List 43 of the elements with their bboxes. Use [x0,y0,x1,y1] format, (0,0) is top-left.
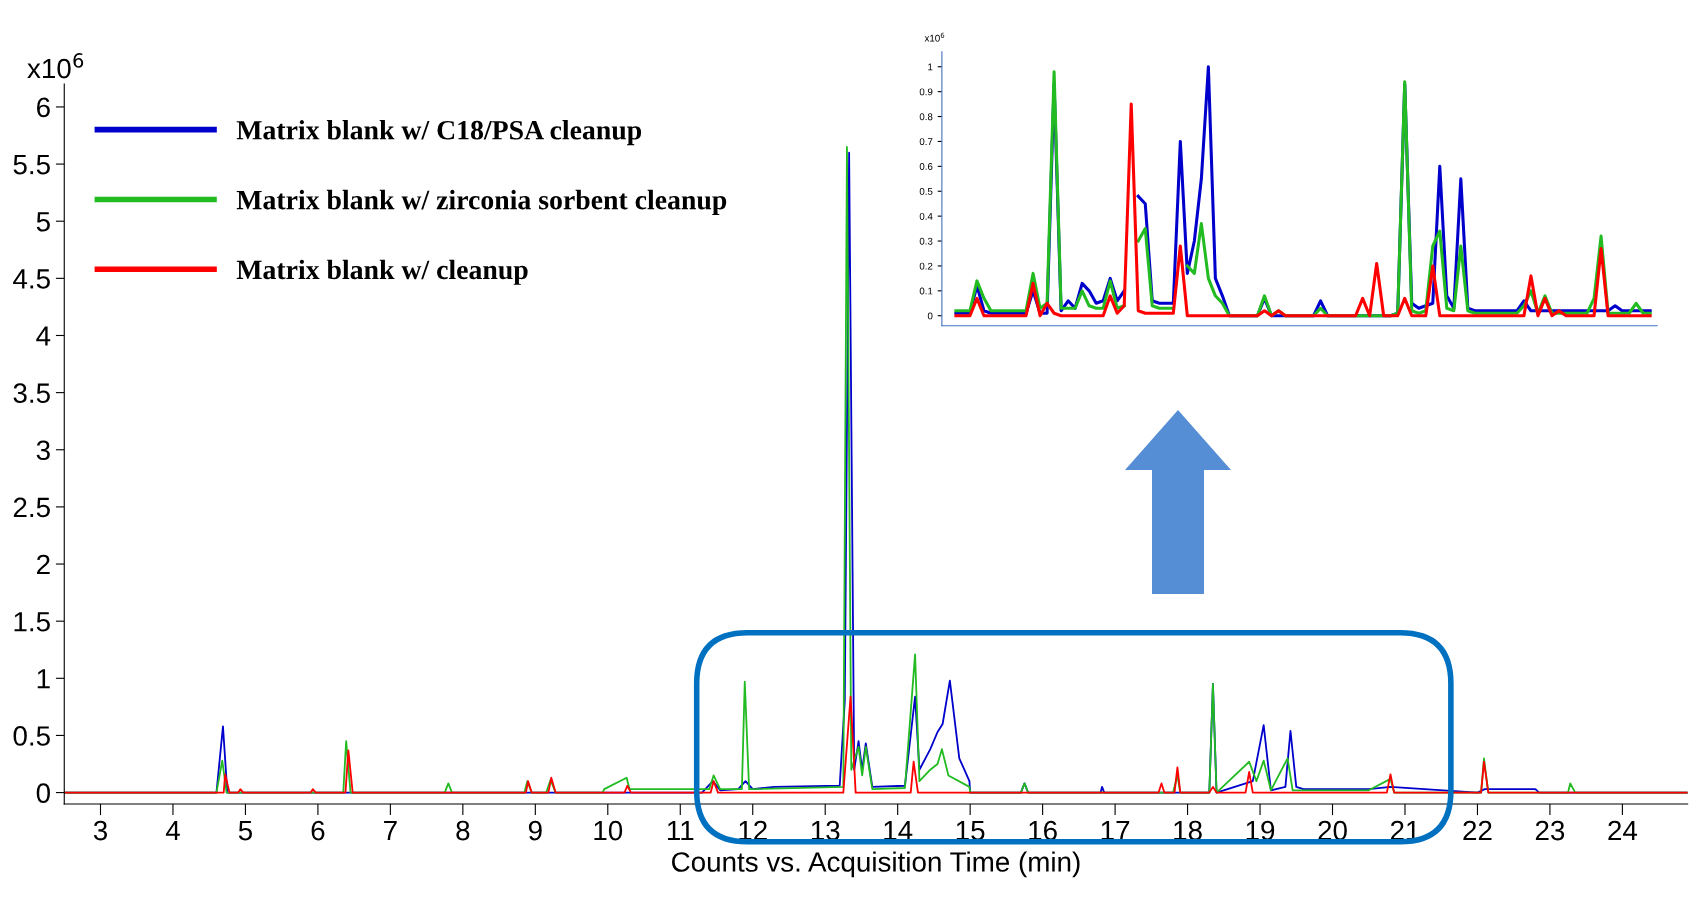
y-tick-label: 6 [37,97,50,118]
y-tick-label: 4.5 [13,269,50,289]
y-tick-label: 3.5 [13,383,50,403]
y-tick-label: 1.5 [14,612,50,632]
y-tick-label: 0.5 [13,726,50,746]
x-tick-label: 11 [667,821,694,841]
legend-label: Matrix blank w/ C18/PSA cleanup [236,120,642,146]
y-tick-label: 5 [36,212,50,232]
y-tick-label: 5.5 [13,155,50,175]
y-tick-label: 0.4 [919,212,933,220]
x-axis-title: Counts vs. Acquisition Time (min) [672,851,1080,878]
x-tick-label: 4 [165,821,180,841]
y-tick-label: 0 [36,783,50,803]
y-tick-label: 0.5 [919,187,933,195]
legend-label: Matrix blank w/ cleanup [236,259,528,285]
y-tick-label: 0.2 [919,262,933,270]
y-tick-label: 1 [928,63,933,71]
x-tick-label: 8 [456,820,470,841]
x-tick-label: 10 [594,820,623,841]
y-tick-label: 0 [927,312,933,320]
y-tick-label: 0.9 [919,88,933,96]
y-tick-label: 4 [36,326,51,346]
y-tick-label: 0.1 [919,287,933,295]
y-tick-label: 0.8 [919,113,933,121]
x-tick-label: 23 [1535,820,1565,841]
y-tick-label: 2 [37,554,50,575]
line-series [64,695,1688,794]
y-tick-label: 0.6 [919,163,933,170]
legend-label: Matrix blank w/ zirconia sorbent cleanup [236,189,727,216]
x-tick-label: 24 [1608,820,1638,841]
x-tick-label: 7 [384,821,397,841]
y-tick-label: 3 [36,440,50,461]
x-tick-label: 22 [1463,820,1492,841]
y-tick-label: 1 [37,669,50,689]
x-tick-label: 5 [238,821,252,841]
y-tick-label: 0.3 [919,237,933,245]
x-tick-label: 3 [93,820,107,841]
y-tick-label: 0.7 [919,138,933,146]
x-tick-label: 6 [311,820,325,841]
y-tick-label: 2.5 [13,497,50,518]
x-tick-label: 9 [528,820,542,841]
y-axis-title: x10$^{6}$ [924,32,945,42]
y-axis-title: x10$^{6}$ [27,53,84,79]
